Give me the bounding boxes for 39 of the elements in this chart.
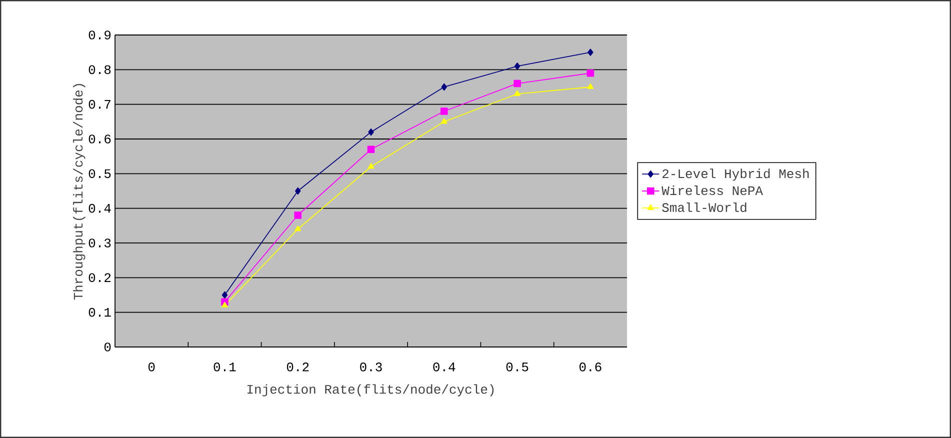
x-tick-label: 0.2	[286, 362, 309, 372]
point	[514, 62, 520, 70]
y-axis-title: Throughput(flits/cycle/node)	[73, 84, 86, 300]
x-tick-label: 0.5	[506, 362, 528, 372]
point	[440, 118, 448, 124]
point	[367, 146, 375, 154]
legend-label: Small-World	[662, 202, 746, 212]
y-tick-label: 0.2	[88, 273, 111, 282]
legend-label: 2-Level Hybrid Mesh	[662, 168, 809, 181]
y-tick-label: 0.5	[88, 169, 111, 178]
x-tick-label: 0.6	[580, 362, 602, 372]
point	[440, 108, 448, 115]
point	[514, 90, 521, 96]
x-tick-label: 0.4	[433, 362, 456, 372]
point	[294, 225, 302, 232]
point	[586, 69, 594, 77]
x-axis-title: Injection Rate(flits/node/cycle)	[247, 384, 494, 396]
x-tick-label: 0.3	[360, 362, 382, 372]
point	[368, 128, 374, 136]
point	[587, 83, 594, 90]
point	[222, 302, 228, 308]
y-tick-label: 0.1	[88, 308, 111, 317]
x-tick-label: 0.1	[214, 362, 236, 372]
y-tick-label: 0.6	[88, 134, 111, 144]
y-tick-label: 0.3	[88, 238, 111, 248]
legend-label: Wireless NePA	[662, 186, 763, 196]
x-tick-label: 0	[148, 362, 155, 372]
point	[441, 83, 447, 91]
point	[514, 80, 521, 88]
point	[368, 163, 374, 169]
point	[294, 212, 302, 219]
y-tick-label: 0.4	[88, 204, 111, 213]
y-tick-label: 0.7	[88, 100, 110, 109]
y-tick-label: 0.9	[88, 30, 111, 40]
point	[295, 187, 301, 195]
y-tick-label: 0.8	[88, 65, 111, 74]
point	[222, 291, 228, 299]
y-tick-label: 0	[104, 342, 111, 352]
point	[588, 48, 594, 56]
